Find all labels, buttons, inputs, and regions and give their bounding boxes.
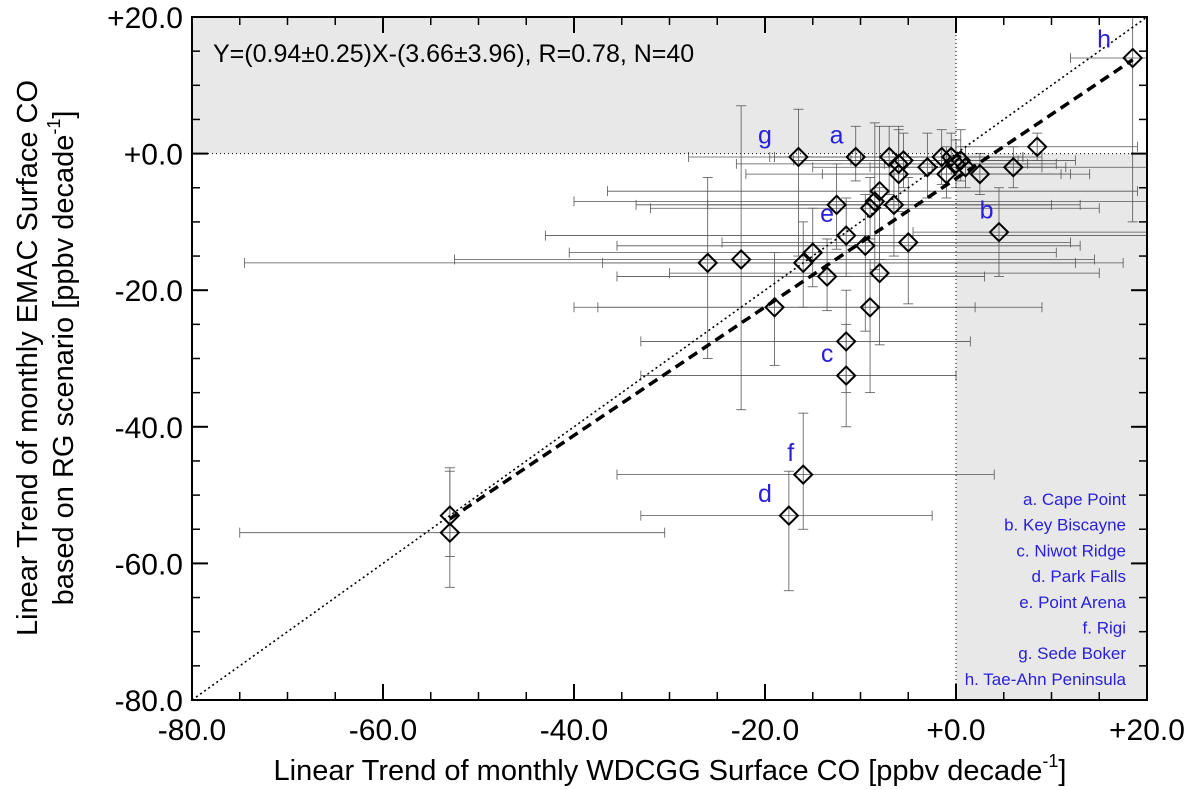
data-point	[778, 505, 800, 527]
data-point	[816, 266, 838, 287]
data-point	[888, 153, 910, 175]
data-point	[1002, 156, 1024, 178]
data-point	[878, 146, 900, 168]
error-bar	[597, 259, 1043, 394]
error-bar	[650, 177, 1100, 240]
data-point	[936, 163, 957, 185]
legend-entry: d. Park Falls	[1032, 567, 1126, 586]
legend-entry: h. Tae-Ahn Peninsula	[965, 670, 1127, 689]
legend-entry: g. Sede Boker	[1018, 644, 1126, 663]
error-bar	[640, 470, 933, 592]
data-point	[764, 296, 785, 318]
data-point	[888, 163, 910, 185]
data-point	[883, 194, 905, 216]
error-bar	[239, 470, 666, 588]
data-point	[835, 365, 857, 386]
legend-entry: a. Cape Point	[1023, 490, 1126, 509]
x-tick-label: -80.0	[158, 714, 226, 747]
x-axis-title: Linear Trend of monthly WDCGG Surface CO…	[274, 751, 1067, 787]
shade-lower-right	[956, 153, 1147, 701]
error-bars	[239, 16, 1148, 592]
legend-entry: f. Rigi	[1083, 619, 1126, 638]
y-tick-label: -80.0	[115, 685, 183, 718]
data-point	[826, 194, 848, 216]
y-tick-label: -20.0	[115, 275, 183, 308]
fit-line	[448, 58, 1134, 521]
quadrant-shading	[192, 17, 1147, 701]
y-tick-label: +20.0	[107, 2, 183, 35]
data-point	[845, 146, 867, 168]
data-point	[788, 146, 809, 168]
x-tick-label: +20.0	[1109, 714, 1185, 747]
data-point	[1122, 47, 1144, 69]
point-label: g	[758, 121, 772, 149]
data-point	[835, 331, 857, 352]
x-tick-label: -20.0	[731, 714, 799, 747]
point-label: e	[820, 200, 834, 228]
identity-line	[191, 16, 1148, 701]
y-tick-label: -40.0	[115, 412, 183, 445]
station-legend: a. Cape Point b. Key Biscayne c. Niwot Rid…	[965, 490, 1127, 689]
error-bar	[640, 323, 957, 428]
y-tick-label: -60.0	[115, 548, 183, 581]
data-point	[802, 242, 824, 264]
data-point	[730, 249, 752, 270]
data-point	[835, 225, 857, 246]
data-point	[1026, 136, 1048, 158]
error-bar	[602, 221, 1076, 308]
error-bar	[616, 238, 986, 312]
error-bar	[573, 252, 976, 366]
point-labels: a b c d e f g h	[758, 26, 1111, 508]
x-tick-label: -60.0	[349, 714, 417, 747]
point-label: a	[830, 121, 844, 149]
data-point	[969, 163, 991, 185]
data-point	[792, 252, 814, 274]
y-tick-label: +0.0	[124, 139, 183, 172]
data-point	[859, 197, 881, 219]
data-point	[940, 146, 962, 168]
x-tick-label: -40.0	[540, 714, 608, 747]
data-point	[792, 464, 814, 486]
data-point	[988, 221, 1010, 243]
point-label: f	[787, 439, 794, 467]
point-label: b	[980, 196, 994, 224]
data-point	[854, 235, 876, 257]
data-point	[697, 252, 719, 274]
error-bar	[607, 125, 1138, 260]
error-bar	[893, 153, 1062, 195]
point-label: d	[758, 480, 772, 508]
legend-entry: e. Point Arena	[1019, 593, 1126, 612]
error-bar	[616, 412, 995, 530]
error-bar	[721, 177, 1071, 305]
data-point	[897, 231, 919, 253]
data-point	[916, 156, 938, 178]
y-axis-title-line1: Linear Trend of monthly EMAC Surface CO	[12, 80, 44, 636]
legend-entry: c. Niwot Ridge	[1016, 541, 1126, 560]
x-tick-label: +0.0	[926, 714, 985, 747]
error-bar	[616, 194, 1081, 332]
shade-upper-left	[192, 17, 956, 154]
axis-ticks: -80.0 -60.0 -40.0 -20.0 +0.0 +20.0 -80.0 -60.0 -…	[107, 2, 1185, 747]
error-bar	[454, 105, 1095, 411]
data-markers	[439, 47, 1144, 544]
data-point	[869, 262, 891, 284]
point-label: c	[821, 340, 834, 368]
equation-text: Y=(0.94±0.25)X-(3.66±3.96), R=0.78, N=40	[213, 40, 694, 68]
error-bar	[640, 289, 971, 394]
reference-lines	[191, 16, 1148, 701]
y-axis-title-line2: based on RG scenario [ppbv decade-1]	[44, 111, 80, 606]
data-point	[955, 156, 976, 178]
legend-entry: b. Key Biscayne	[1004, 516, 1126, 535]
data-point	[859, 296, 881, 318]
data-point	[439, 522, 461, 544]
point-label: h	[1097, 26, 1111, 54]
data-point	[931, 146, 953, 168]
data-point	[950, 150, 972, 171]
data-point	[869, 180, 891, 202]
